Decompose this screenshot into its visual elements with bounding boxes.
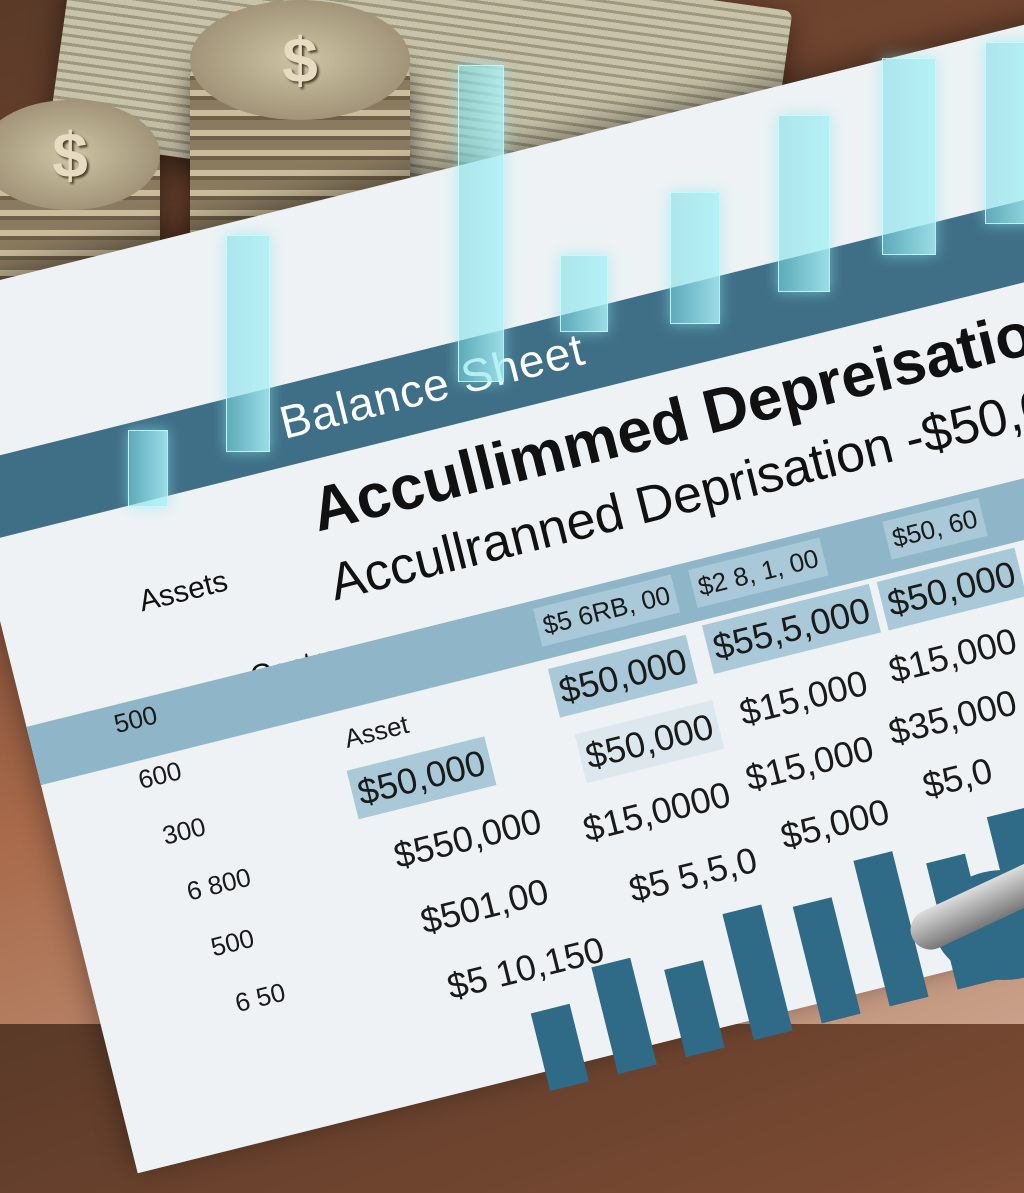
chart-bar xyxy=(530,1003,589,1092)
cell: $5,0 xyxy=(918,749,997,807)
far-left-value: 300 xyxy=(159,811,209,851)
glass-bar xyxy=(985,42,1024,224)
col-header: Asset xyxy=(341,708,412,754)
coin-dollar-icon: $ xyxy=(190,0,410,120)
cell: $5 5,5,0 xyxy=(624,838,762,911)
cell: $50,000 xyxy=(574,700,725,784)
far-left-value: 500 xyxy=(207,922,258,963)
cell: $501,00 xyxy=(416,870,553,942)
glass-bar xyxy=(128,430,168,507)
cell: $5,000 xyxy=(776,790,894,857)
glass-bar xyxy=(226,235,270,452)
coin-dollar-icon: $ xyxy=(0,100,160,210)
far-left-value: 6 800 xyxy=(183,861,254,907)
label-assets: Assets xyxy=(135,564,232,619)
glass-bar xyxy=(882,58,936,255)
glass-bar xyxy=(560,255,608,332)
glass-bar xyxy=(458,65,504,382)
chart-bar xyxy=(722,904,793,1041)
glass-bar xyxy=(670,192,720,324)
chart-bar xyxy=(664,960,725,1058)
chart-bar xyxy=(591,957,657,1075)
chart-bar xyxy=(792,897,861,1024)
glass-bar xyxy=(778,115,830,292)
far-left-value: 6 50 xyxy=(231,976,289,1019)
